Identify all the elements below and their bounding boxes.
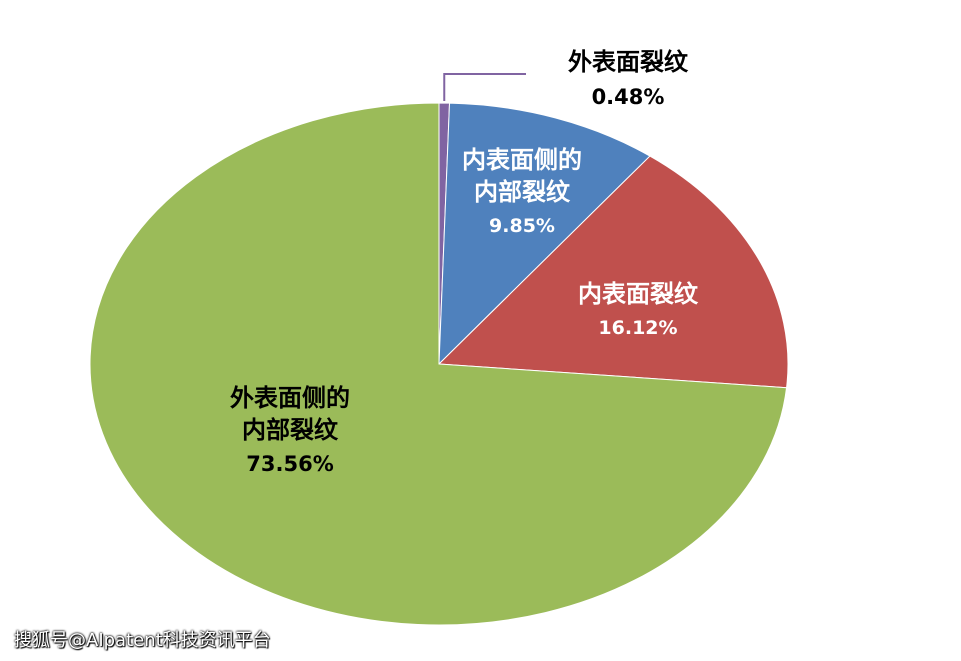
watermark-text: 搜狐号@AIpatent科技资讯平台: [14, 630, 271, 651]
pie-slice-inner-side-internal-crack: [438, 102, 651, 366]
pie-slice-outer-side-internal-crack: [89, 102, 788, 626]
slice-name-inner-side-internal-crack-line-2: 内部裂纹: [474, 178, 571, 206]
slice-name-inner-side-internal-crack-line-1: 内表面侧的: [462, 146, 582, 174]
slice-label-outer-surface-crack: 外表面裂纹 0.48%: [568, 48, 689, 109]
slice-value-outer-surface-crack: 0.48%: [592, 85, 665, 109]
pie-slice-inner-surface-crack: [437, 155, 789, 389]
slice-value-inner-side-internal-crack: 9.85%: [489, 215, 555, 237]
slice-label-inner-surface-crack: 内表面裂纹 16.12%: [578, 280, 699, 339]
leader-line-outer-surface-crack: [443, 73, 526, 102]
slice-name-outer-side-internal-crack-line-1: 外表面侧的: [230, 384, 350, 412]
slice-name-outer-surface-crack-line-1: 外表面裂纹: [568, 48, 689, 76]
slice-value-outer-side-internal-crack: 73.56%: [246, 452, 333, 476]
slice-value-inner-surface-crack: 16.12%: [598, 317, 677, 339]
slice-name-inner-surface-crack-line-1: 内表面裂纹: [578, 280, 699, 308]
slice-name-outer-side-internal-crack-line-2: 内部裂纹: [242, 416, 339, 444]
